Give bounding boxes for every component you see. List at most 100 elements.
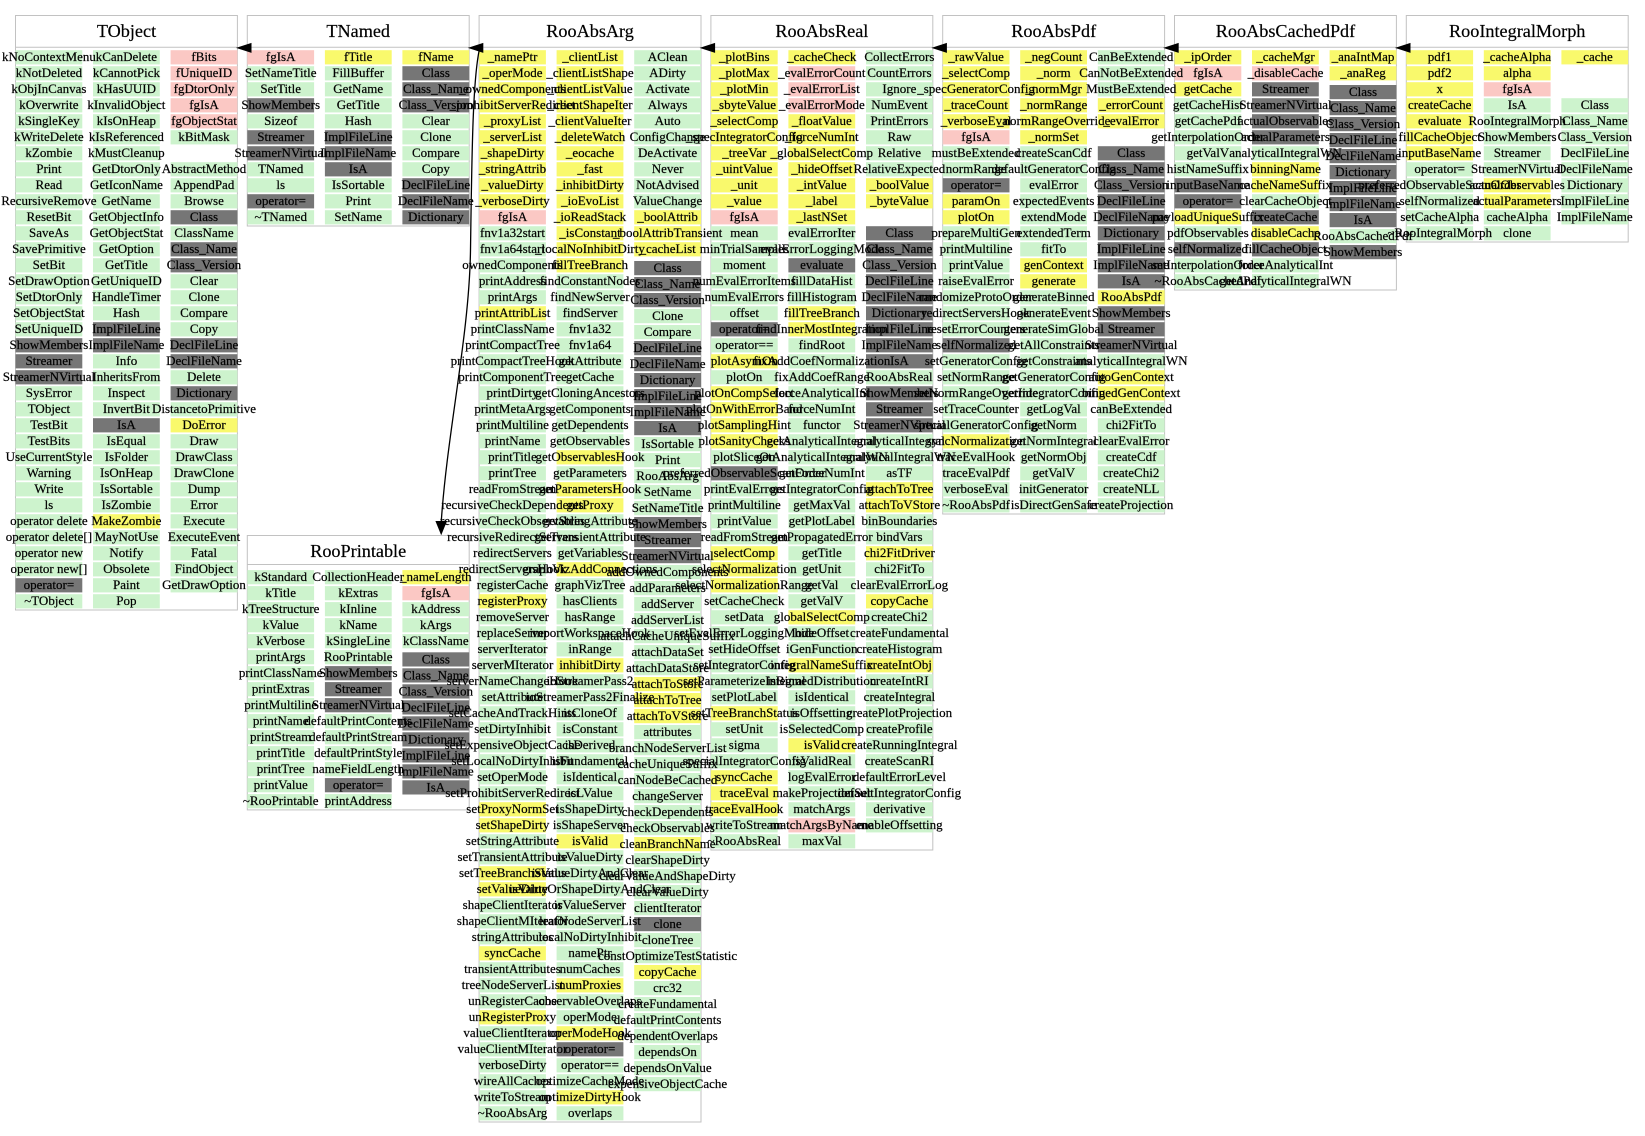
svg-text:FillBuffer: FillBuffer: [332, 65, 384, 80]
svg-text:copyCache: copyCache: [871, 593, 929, 608]
svg-text:IsA: IsA: [890, 353, 909, 368]
svg-text:specialIntegratorConfig: specialIntegratorConfig: [683, 753, 807, 768]
svg-text:_isConstant: _isConstant: [558, 225, 621, 240]
svg-text:fgDtorOnly: fgDtorOnly: [174, 81, 235, 96]
svg-text:getPlotLabel: getPlotLabel: [789, 513, 856, 528]
svg-text:Streamer: Streamer: [1108, 321, 1156, 336]
svg-text:operator=: operator=: [255, 193, 306, 208]
svg-text:isValid: isValid: [572, 833, 609, 848]
svg-text:recursiveRedirectServers: recursiveRedirectServers: [447, 529, 578, 544]
svg-text:GetObjectStat: GetObjectStat: [90, 225, 164, 240]
svg-text:~RooIntegralMorph: ~RooIntegralMorph: [1387, 225, 1492, 240]
svg-text:chi2FitTo: chi2FitTo: [1106, 417, 1156, 432]
svg-text:operator=: operator=: [565, 1041, 616, 1056]
svg-text:RooAbsCachedPdf: RooAbsCachedPdf: [1313, 228, 1413, 243]
svg-text:Clear: Clear: [190, 273, 219, 288]
svg-text:getObservablesHook: getObservablesHook: [535, 449, 645, 464]
svg-text:_errorCount: _errorCount: [1098, 97, 1163, 112]
svg-text:Dictionary: Dictionary: [640, 372, 696, 387]
svg-text:kArgs: kArgs: [420, 617, 452, 632]
svg-text:Hash: Hash: [345, 113, 372, 128]
svg-text:kSingleKey: kSingleKey: [18, 113, 80, 128]
svg-text:_ioEvoList: _ioEvoList: [560, 193, 619, 208]
svg-text:DeclFileLine: DeclFileLine: [170, 337, 239, 352]
svg-text:addServerList: addServerList: [631, 612, 704, 627]
svg-text:UseCurrentStyle: UseCurrentStyle: [6, 449, 93, 464]
svg-text:printMultiline: printMultiline: [476, 417, 549, 432]
svg-text:GetOption: GetOption: [99, 241, 154, 256]
svg-text:cacheNameSuffix: cacheNameSuffix: [1239, 177, 1332, 192]
svg-text:ls: ls: [45, 497, 54, 512]
svg-text:InvertBit: InvertBit: [103, 401, 150, 416]
svg-text:operator==: operator==: [561, 1057, 619, 1072]
svg-text:offset: offset: [730, 305, 760, 320]
svg-text:dependentOverlaps: dependentOverlaps: [617, 1028, 717, 1043]
svg-text:getConstraints: getConstraints: [1016, 353, 1091, 368]
svg-text:Read: Read: [36, 177, 63, 192]
svg-text:binBoundaries: binBoundaries: [861, 513, 937, 528]
svg-text:_floatValue: _floatValue: [791, 113, 852, 128]
svg-text:printMetaArgs: printMetaArgs: [474, 401, 550, 416]
svg-text:pdf2: pdf2: [1428, 65, 1452, 80]
svg-text:setGeneratorConfig: setGeneratorConfig: [925, 353, 1028, 368]
svg-text:_serverList: _serverList: [482, 129, 542, 144]
svg-text:getGeneratorConfig: getGeneratorConfig: [1002, 369, 1106, 384]
svg-text:makeProjectionSet: makeProjectionSet: [773, 785, 872, 800]
svg-text:printAddress: printAddress: [325, 793, 392, 808]
svg-text:ShowMembers: ShowMembers: [1478, 129, 1557, 144]
svg-text:_unit: _unit: [730, 177, 758, 192]
svg-text:Class: Class: [654, 260, 682, 275]
svg-text:getIntegratorConfig: getIntegratorConfig: [770, 481, 874, 496]
svg-text:Class: Class: [422, 651, 450, 666]
svg-text:ShowMembers: ShowMembers: [860, 385, 939, 400]
svg-text:fillCacheObject: fillCacheObject: [1399, 129, 1482, 144]
svg-text:matchArgsByName: matchArgsByName: [770, 817, 873, 832]
svg-text:_cacheList: _cacheList: [638, 241, 696, 256]
svg-text:actualObservables: actualObservables: [1238, 113, 1333, 128]
svg-text:_intValue: _intValue: [796, 177, 847, 192]
svg-text:cacheUniqueSuffix: cacheUniqueSuffix: [618, 756, 719, 771]
svg-text:IsSortable: IsSortable: [641, 436, 694, 451]
svg-text:Copy: Copy: [190, 321, 219, 336]
svg-text:serverNameChangeHook: serverNameChangeHook: [447, 673, 579, 688]
svg-text:_clientListValue: _clientListValue: [546, 81, 632, 96]
svg-text:getDependents: getDependents: [551, 417, 628, 432]
svg-text:_plotMin: _plotMin: [719, 81, 769, 96]
svg-text:selectComp: selectComp: [714, 545, 775, 560]
svg-text:kInvalidObject: kInvalidObject: [87, 97, 165, 112]
svg-text:redirectServersHook: redirectServersHook: [922, 305, 1030, 320]
svg-text:_norm: _norm: [1036, 65, 1071, 80]
svg-text:StreamerNVirtual: StreamerNVirtual: [235, 145, 328, 160]
svg-text:_nameLength: _nameLength: [399, 569, 472, 584]
svg-text:inputBaseName: inputBaseName: [1398, 145, 1481, 160]
svg-text:getObservables: getObservables: [550, 433, 630, 448]
svg-text:setParameterizeIntegral: setParameterizeIntegral: [683, 673, 806, 688]
svg-text:operator=: operator=: [951, 177, 1002, 192]
svg-text:hasClients: hasClients: [563, 593, 617, 608]
svg-text:ShowMembers: ShowMembers: [319, 665, 398, 680]
svg-text:DeclFileName: DeclFileName: [1093, 209, 1169, 224]
svg-text:numCaches: numCaches: [560, 961, 621, 976]
svg-text:IsA: IsA: [1508, 97, 1527, 112]
svg-text:kValue: kValue: [263, 617, 299, 632]
svg-text:actualParameters: actualParameters: [1473, 193, 1562, 208]
svg-text:fillDataHist: fillDataHist: [791, 273, 853, 288]
svg-text:evalError: evalError: [1029, 177, 1079, 192]
svg-text:setProxyNormSet: setProxyNormSet: [466, 801, 559, 816]
svg-text:printClassName: printClassName: [239, 665, 323, 680]
svg-text:SavePrimitive: SavePrimitive: [12, 241, 86, 256]
svg-text:Clone: Clone: [652, 308, 683, 323]
svg-text:fitTo: fitTo: [1041, 241, 1066, 256]
svg-text:~TObject: ~TObject: [24, 593, 74, 608]
svg-text:printMultiline: printMultiline: [940, 241, 1013, 256]
svg-text:MakeZombie: MakeZombie: [91, 513, 161, 528]
svg-text:preferredObservableScanOrder: preferredObservableScanOrder: [663, 465, 826, 480]
svg-text:isDerived: isDerived: [565, 737, 616, 752]
svg-text:clone: clone: [654, 916, 682, 931]
svg-text:evalErrorIter: evalErrorIter: [788, 225, 856, 240]
svg-text:printTitle: printTitle: [488, 449, 537, 464]
svg-text:Streamer: Streamer: [876, 401, 924, 416]
svg-text:clone: clone: [1503, 225, 1531, 240]
svg-text:Clone: Clone: [420, 129, 451, 144]
svg-text:getLogVal: getLogVal: [1027, 401, 1082, 416]
